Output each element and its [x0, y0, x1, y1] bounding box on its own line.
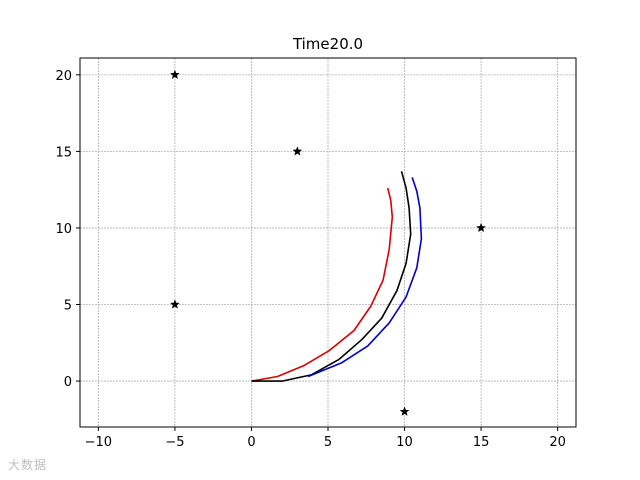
series-line-0 [251, 187, 394, 382]
y-tick-label: 10 [55, 222, 72, 237]
y-tick-label: 15 [55, 145, 72, 160]
tick-group: −10 −5 0 5 10 15 20 0 5 10 15 20 [55, 69, 565, 450]
watermark: 大数据 [8, 458, 48, 472]
star-marker [169, 299, 180, 309]
series-line-2 [307, 177, 423, 378]
x-tick-label: 20 [549, 435, 566, 450]
y-tick-label: 20 [55, 69, 72, 84]
marker-group [169, 69, 487, 416]
series-line-1 [251, 171, 412, 382]
x-tick-label: 10 [396, 435, 413, 450]
y-tick-label: 0 [64, 375, 72, 390]
star-marker [399, 406, 410, 416]
star-marker [169, 69, 180, 80]
x-tick-label: −5 [165, 435, 184, 450]
star-marker [476, 222, 487, 233]
x-tick-label: 0 [247, 435, 255, 450]
x-tick-label: 15 [473, 435, 490, 450]
x-tick-label: 5 [324, 435, 332, 450]
star-marker [292, 146, 303, 156]
grid [80, 58, 576, 427]
x-tick-label: −10 [85, 435, 112, 450]
chart-title: Time20.0 [292, 35, 363, 53]
y-tick-label: 5 [64, 299, 72, 314]
series-group [251, 171, 423, 382]
